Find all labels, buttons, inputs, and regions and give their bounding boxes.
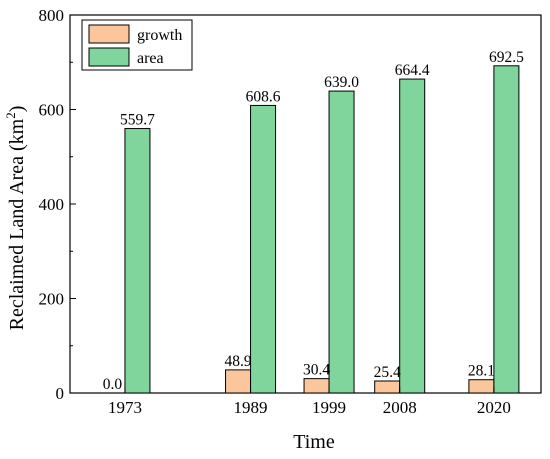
bar-area-1989 (250, 104, 277, 394)
legend-label-area: area (137, 50, 164, 67)
y-tick-label-800: 800 (39, 6, 65, 25)
data-label-growth-1973: 0.0 (103, 376, 123, 393)
bar-area-1999 (328, 90, 355, 394)
data-label-growth-1999: 30.4 (303, 362, 330, 379)
data-label-area-1973: 559.7 (120, 112, 155, 129)
data-label-area-1999: 639.0 (324, 74, 359, 91)
legend: growth area (81, 19, 193, 71)
bar-area-1973 (124, 128, 151, 394)
y-axis-title: Reclaimed Land Area (km2) (3, 106, 28, 331)
legend-label-growth: growth (137, 27, 182, 44)
data-label-area-1989: 608.6 (246, 88, 281, 105)
y-tick-label-0: 0 (56, 384, 65, 403)
bar-area-2008 (399, 78, 426, 394)
x-axis-title: Time (293, 431, 335, 453)
legend-swatch-growth (88, 24, 130, 44)
bar-growth-2020 (468, 379, 495, 394)
y-axis-title-superscript: 2 (3, 112, 18, 119)
y-axis-title-close: ) (6, 106, 28, 113)
y-tick-label-400: 400 (39, 195, 65, 214)
x-tick-label-1973: 1973 (108, 398, 142, 417)
axes: 0 200 400 600 800 1973 1989 1999 2008 2020 (39, 6, 511, 417)
data-label-growth-2008: 25.4 (374, 364, 401, 381)
y-axis-title-main: Reclaimed Land Area (km (6, 118, 28, 330)
bar-growth-1989 (225, 369, 252, 394)
bars (124, 65, 520, 394)
x-tick-label-2020: 2020 (477, 398, 511, 417)
x-tick-label-1989: 1989 (234, 398, 268, 417)
x-tick-label-1999: 1999 (312, 398, 346, 417)
bar-growth-1999 (303, 378, 330, 394)
data-labels: 0.0 559.7 48.9 608.6 30.4 639.0 25.4 664.4 28.1 6… (103, 49, 524, 393)
y-tick-label-600: 600 (39, 101, 65, 120)
data-label-area-2008: 664.4 (395, 62, 430, 79)
data-label-growth-1989: 48.9 (224, 353, 251, 370)
x-tick-label-2008: 2008 (383, 398, 417, 417)
bar-area-2020 (493, 65, 520, 394)
legend-swatch-area (88, 47, 130, 67)
data-label-growth-2020: 28.1 (468, 363, 495, 380)
data-label-area-2020: 692.5 (489, 49, 524, 66)
y-tick-label-200: 200 (39, 290, 65, 309)
bar-growth-2008 (374, 380, 401, 394)
